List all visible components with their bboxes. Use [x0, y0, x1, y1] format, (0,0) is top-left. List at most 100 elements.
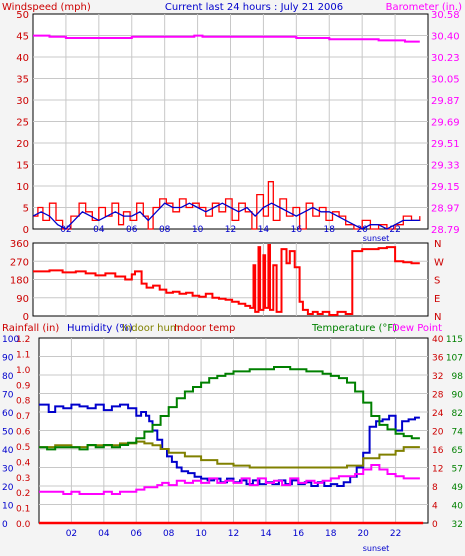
y-tick-label: 30.40 — [431, 32, 460, 43]
x-tick-label: 08 — [159, 225, 171, 235]
y-tick-label: 0.1 — [16, 505, 30, 515]
legend-dew-point: Dew Point — [392, 323, 442, 334]
y-tick-label: 0.0 — [16, 520, 31, 530]
y-tick-label: 65 — [452, 446, 463, 456]
y-tick-label: E — [434, 294, 440, 305]
x-tick-label: 14 — [260, 529, 272, 539]
x-tick-label: 12 — [228, 529, 239, 539]
y-tick-label: 180 — [10, 276, 29, 287]
x-tick-label: 02 — [60, 225, 71, 235]
y-tick-label: 270 — [10, 257, 29, 268]
y-tick-label: 100 — [2, 335, 19, 345]
y-tick-label: 8 — [432, 483, 438, 493]
x-tick-label: 14 — [258, 225, 270, 235]
y-tick-label: 24 — [432, 409, 444, 419]
ylabel-temperature: Temperature (°F) — [311, 323, 397, 334]
y-tick-label: 0.4 — [16, 458, 31, 468]
y-tick-label: 0 — [432, 520, 438, 530]
y-left-ticks-2: 0 90 180 270 360 — [10, 239, 29, 323]
ylabel-windspeed: Windspeed (mph) — [2, 2, 91, 13]
y-tick-label: 0.6 — [16, 428, 31, 438]
x-tick-label: 16 — [291, 225, 303, 235]
y-tick-label: 20 — [2, 483, 14, 493]
y-tick-label: 0.7 — [16, 412, 30, 422]
y-tick-label: 0.5 — [16, 443, 30, 453]
y-tick-label: 1.1 — [16, 350, 30, 360]
y-tick-label: 0 — [2, 520, 8, 530]
y-tick-label: 1.0 — [16, 366, 31, 376]
y-tick-label: 12 — [432, 465, 443, 475]
y-tick-label: W — [434, 257, 444, 268]
x-tick-label: 06 — [126, 225, 138, 235]
y-tick-label: 28.97 — [431, 204, 460, 215]
y-tick-label: N — [434, 239, 441, 250]
y-tick-label: 90 — [2, 354, 14, 364]
y-tick-label: 0.8 — [16, 397, 31, 407]
y-tick-label: 115 — [446, 335, 463, 345]
y-tick-label: 60 — [2, 409, 14, 419]
y-tick-label: 0.2 — [16, 489, 30, 499]
y-tick-label: 29.33 — [431, 161, 460, 172]
y-tick-label: S — [434, 276, 440, 287]
y-tick-label: 20 — [16, 139, 29, 150]
y-tick-label: 0 — [23, 225, 29, 236]
x-tick-label: 20 — [357, 529, 369, 539]
legend-indoor-hum: Indoor hum — [122, 323, 180, 334]
ylabel-rainfall: Rainfall (in) — [2, 323, 59, 334]
y-right-ticks-1: 28.79 28.97 29.15 29.33 29.51 29.69 29.87 30.05… — [431, 10, 460, 236]
y-tick-label: 45 — [16, 32, 29, 43]
y-tick-label: 49 — [452, 483, 464, 493]
y-tick-label: 30 — [2, 465, 14, 475]
y-tick-label: 36 — [432, 354, 444, 364]
y-tick-label: 0.9 — [16, 381, 31, 391]
y-temp-c-ticks: 0 4 8 12 16 20 24 28 32 36 40 — [432, 335, 444, 530]
y-tick-label: 57 — [452, 465, 463, 475]
y-tick-label: 5 — [23, 204, 29, 215]
y-tick-label: N — [434, 312, 441, 323]
y-tick-label: 30.05 — [431, 75, 460, 86]
y-tick-label: 16 — [432, 446, 444, 456]
y-tick-label: 28.79 — [431, 225, 460, 236]
y-tick-label: 32 — [452, 520, 463, 530]
x-tick-label: 12 — [225, 225, 236, 235]
y-tick-label: 40 — [16, 53, 29, 64]
x-tick-label: 08 — [163, 529, 175, 539]
x-tick-label: 22 — [389, 225, 400, 235]
legend-indoor-temp: Indoor temp — [174, 323, 235, 334]
y-tick-label: 20 — [432, 428, 444, 438]
x-tick-label: 18 — [325, 529, 337, 539]
y-tick-label: 30.23 — [431, 53, 460, 64]
humidity-temperature-panel: 0.00.10.20.30.40.50.60.70.80.91.01.11.2 … — [2, 323, 463, 553]
y-tick-label: 98 — [452, 372, 464, 382]
wind-barometer-panel: 0 5 10 15 20 25 30 35 40 45 50 28.79 28.97 29.15 29.3… — [2, 2, 462, 243]
y-tick-label: 82 — [452, 409, 463, 419]
y-tick-label: 70 — [2, 391, 14, 401]
x-tick-label: 04 — [98, 529, 110, 539]
y-tick-label: 29.15 — [431, 182, 460, 193]
y-tick-label: 35 — [16, 75, 29, 86]
y-tick-label: 50 — [2, 428, 14, 438]
x-tick-label: 06 — [131, 529, 143, 539]
x-tick-label: 22 — [390, 529, 401, 539]
y-temp-f-ticks: 32 40 49 57 65 74 82 90 98 107 115 — [446, 335, 463, 530]
y-tick-label: 74 — [452, 428, 464, 438]
x-tick-label: 10 — [195, 529, 207, 539]
y-tick-label: 10 — [16, 182, 29, 193]
ylabel-barometer: Barometer (in.) — [386, 2, 462, 13]
y-tick-label: 40 — [432, 335, 444, 345]
x-ticks-3: 02 04 06 08 10 12 14 16 18 20 22 — [66, 529, 402, 539]
sunset-label-1: sunset — [363, 234, 390, 243]
y-tick-label: 90 — [16, 294, 29, 305]
y-tick-label: 10 — [2, 502, 14, 512]
sunset-label-3: sunset — [363, 544, 390, 553]
y-tick-label: 80 — [2, 372, 14, 382]
y-tick-label: 107 — [446, 354, 463, 364]
y-tick-label: 15 — [16, 161, 29, 172]
x-tick-label: 10 — [192, 225, 204, 235]
y-tick-label: 28 — [432, 391, 444, 401]
y-left-ticks-1: 0 5 10 15 20 25 30 35 40 45 50 — [16, 10, 29, 236]
x-tick-label: 16 — [293, 529, 305, 539]
